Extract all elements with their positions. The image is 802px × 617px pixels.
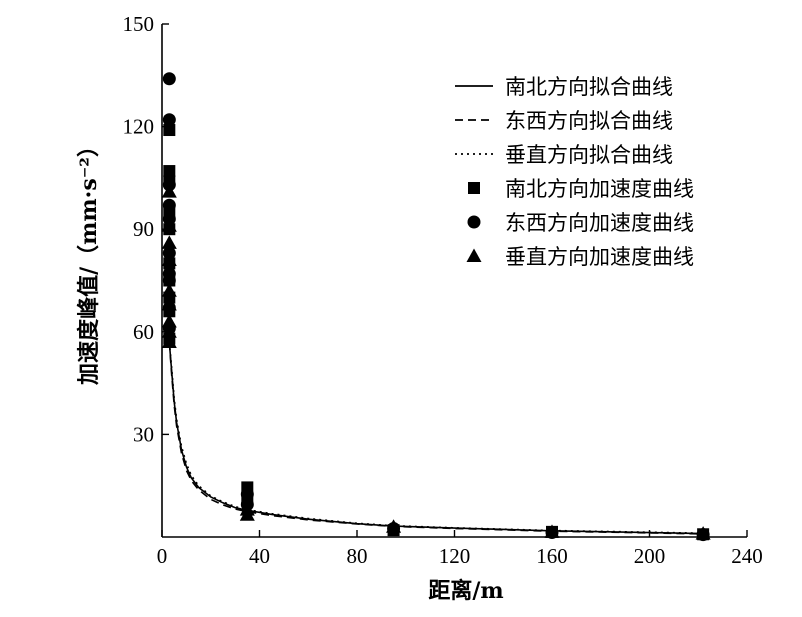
y-tick-label: 90: [133, 217, 154, 241]
fit-curve-line: [168, 342, 704, 535]
data-point-circle: [240, 487, 254, 501]
data-point-triangle: [544, 524, 560, 538]
data-point-circle: [162, 274, 176, 287]
y-tick-label: 30: [133, 422, 154, 446]
x-tick-label: 40: [249, 544, 270, 568]
legend-marker-swatch: [467, 215, 481, 229]
legend: 南北方向拟合曲线东西方向拟合曲线垂直方向拟合曲线南北方向加速度曲线东西方向加速度…: [455, 75, 694, 269]
plot-area: [161, 72, 711, 542]
data-point-triangle: [161, 283, 177, 297]
data-point-circle: [162, 113, 176, 127]
data-point-triangle: [161, 296, 177, 311]
data-point-triangle: [161, 252, 177, 266]
data-point-triangle: [161, 218, 177, 232]
data-point-triangle: [161, 334, 177, 349]
legend-label: 东西方向拟合曲线: [505, 109, 673, 133]
data-point-triangle: [161, 235, 177, 249]
data-point-triangle: [386, 519, 402, 533]
data-point-square: [163, 165, 176, 178]
data-point-triangle: [161, 314, 177, 328]
data-point-circle: [162, 72, 176, 86]
data-point-triangle: [239, 507, 255, 521]
x-tick-label: 240: [731, 544, 763, 568]
y-tick-label: 60: [133, 320, 154, 344]
data-point-triangle: [161, 324, 177, 338]
x-tick-label: 0: [157, 544, 168, 568]
data-point-circle: [162, 198, 176, 212]
legend-marker-swatch: [466, 248, 482, 262]
data-point-square: [163, 124, 176, 137]
data-point-triangle: [695, 526, 711, 540]
x-tick-label: 160: [536, 544, 568, 568]
x-tick-label: 200: [634, 544, 666, 568]
x-tick-label: 120: [439, 544, 471, 568]
legend-marker-swatch: [468, 182, 480, 194]
legend-label: 南北方向加速度曲线: [505, 177, 694, 201]
data-point-triangle: [161, 184, 177, 198]
y-tick-label: 120: [123, 115, 155, 139]
legend-label: 东西方向加速度曲线: [505, 211, 694, 235]
x-tick-label: 80: [347, 544, 368, 568]
y-tick-label: 150: [123, 12, 155, 36]
x-axis-title: 距离/m: [428, 578, 503, 604]
axes: 0 40 80 120 160 200 240 30 60 90 120 150: [123, 12, 763, 568]
legend-label: 垂直方向加速度曲线: [505, 245, 694, 269]
legend-label: 南北方向拟合曲线: [505, 75, 673, 99]
y-axis-title: 加速度峰值/（mm·s⁻²）: [76, 135, 102, 386]
legend-label: 垂直方向拟合曲线: [505, 143, 673, 167]
